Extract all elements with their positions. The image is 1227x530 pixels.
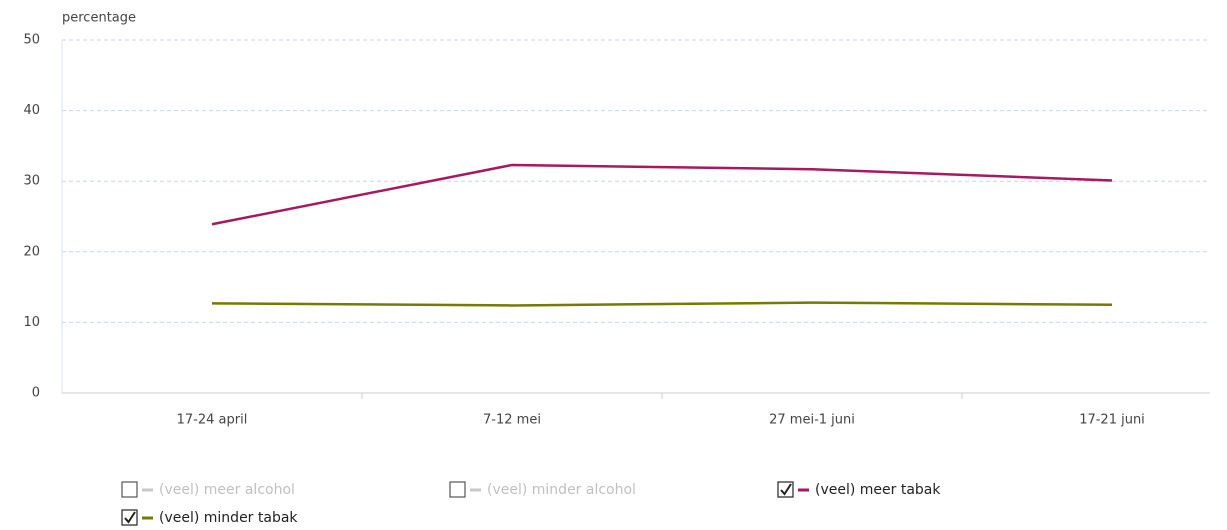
legend-checkbox (121, 481, 138, 498)
legend-label: (veel) meer tabak (815, 482, 941, 498)
x-tick-label: 17-21 juni (1079, 413, 1145, 428)
legend-checkmark (124, 511, 136, 524)
legend-label: (veel) meer alcohol (159, 482, 295, 498)
y-tick-label: 0 (32, 386, 40, 401)
legend-checkbox (449, 481, 466, 498)
series-line (211, 163, 1113, 226)
y-tick-label: 20 (23, 244, 40, 259)
y-axis-label: percentage (62, 11, 136, 26)
legend-item[interactable]: (veel) minder tabak (121, 509, 298, 526)
y-tick-label: 10 (23, 315, 40, 330)
series-line (211, 301, 1113, 307)
legend-item[interactable]: (veel) meer alcohol (121, 481, 295, 498)
legend-checkmark (780, 483, 792, 496)
legend-label: (veel) minder alcohol (487, 482, 636, 498)
x-tick-label: 27 mei-1 juni (769, 413, 855, 428)
legend-label: (veel) minder tabak (159, 510, 298, 526)
legend-item[interactable]: (veel) minder alcohol (449, 481, 636, 498)
x-tick-label: 17-24 april (177, 413, 248, 428)
y-tick-label: 50 (23, 33, 40, 48)
y-tick-label: 30 (23, 174, 40, 189)
x-tick-label: 7-12 mei (483, 413, 541, 428)
y-tick-label: 40 (23, 103, 40, 118)
legend-item[interactable]: (veel) meer tabak (777, 481, 941, 498)
